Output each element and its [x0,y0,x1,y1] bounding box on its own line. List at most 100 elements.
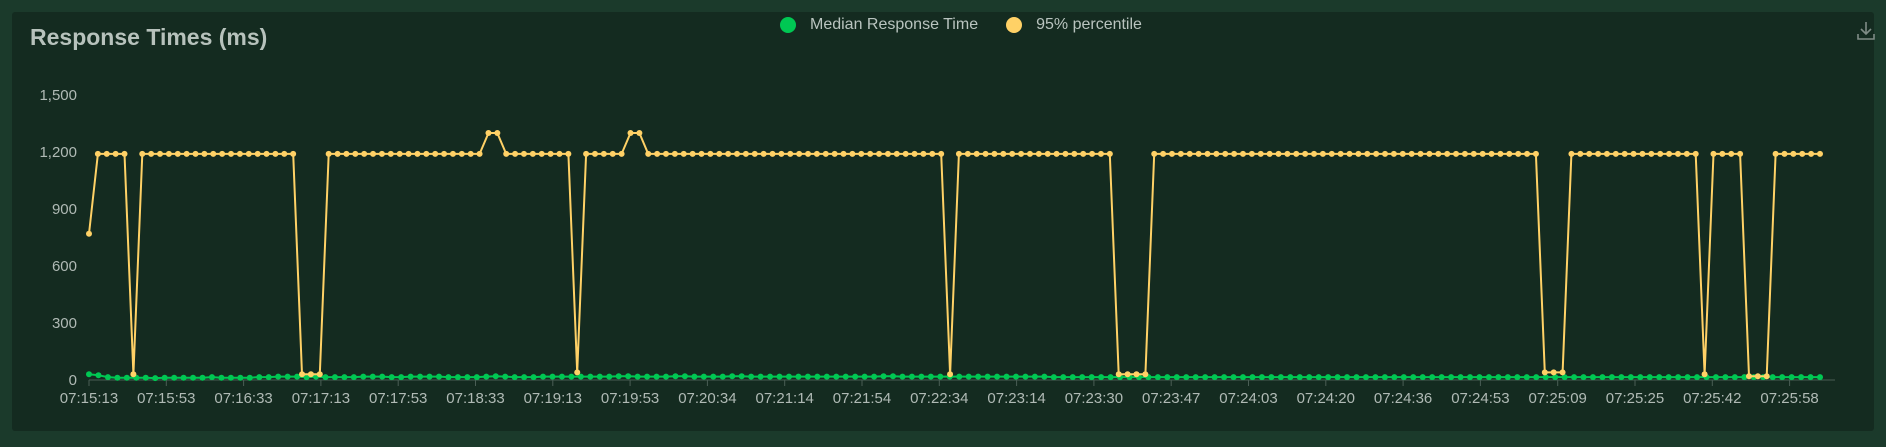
data-point-1 [556,150,563,157]
x-tick-label: 07:19:13 [524,390,582,407]
data-point-1 [725,150,732,157]
legend-item-median[interactable]: Median Response Time [780,16,978,34]
data-point-1 [192,150,199,157]
data-point-1 [1586,150,1593,157]
data-point-1 [263,150,270,157]
data-point-0 [142,374,149,381]
data-point-0 [1183,374,1190,381]
data-point-0 [1088,374,1095,381]
data-point-1 [1097,150,1104,157]
data-point-0 [1202,374,1209,381]
data-point-1 [405,150,412,157]
data-point-0 [1769,374,1776,381]
data-point-0 [1523,374,1530,381]
data-point-0 [1031,373,1038,380]
download-icon[interactable] [1856,20,1876,42]
data-point-1 [538,150,545,157]
data-point-0 [757,373,764,380]
y-tick-label: 600 [52,258,77,275]
data-point-0 [691,373,698,380]
data-point-0 [1429,374,1436,381]
data-point-1 [831,150,838,157]
data-point-0 [596,373,603,380]
data-point-0 [1788,374,1795,381]
data-point-1 [1240,150,1246,157]
data-point-1 [1595,150,1602,157]
data-point-0 [1542,374,1549,381]
data-point-0 [804,373,811,380]
x-tick-label: 07:21:54 [833,390,891,407]
data-point-0 [1060,374,1067,381]
data-point-0 [417,373,424,380]
data-point-1 [1364,150,1371,157]
data-point-1 [1106,150,1113,157]
data-point-1 [1719,150,1726,157]
data-point-0 [615,373,622,380]
data-point-0 [1296,374,1303,381]
data-point-0 [861,373,868,380]
y-tick-label: 0 [69,372,77,389]
data-point-1 [1399,150,1406,157]
data-point-0 [1221,374,1228,381]
data-point-1 [1781,150,1788,157]
data-point-1 [920,150,927,157]
x-tick-label: 07:23:47 [1142,390,1200,407]
data-point-0 [1362,374,1369,381]
data-point-1 [1204,150,1211,157]
data-point-0 [540,373,547,380]
data-point-1 [1621,150,1628,157]
data-point-1 [529,150,536,157]
data-point-1 [228,150,235,157]
data-point-0 [435,373,442,380]
data-point-1 [982,150,989,157]
data-point-0 [445,374,452,381]
data-point-1 [1683,150,1690,157]
data-point-0 [975,373,982,380]
data-point-0 [1419,374,1426,381]
data-point-1 [609,150,616,157]
data-point-1 [1506,150,1513,157]
data-point-0 [1779,374,1786,381]
data-point-1 [1035,150,1042,157]
data-point-0 [625,373,632,380]
data-point-1 [423,150,430,157]
x-tick-label: 07:24:20 [1297,390,1355,407]
y-tick-label: 900 [52,201,77,218]
data-point-1 [1009,150,1016,157]
data-point-1 [636,130,643,136]
data-point-1 [1754,373,1761,380]
data-point-0 [1438,374,1445,381]
data-point-1 [565,150,572,157]
data-point-0 [1722,374,1729,381]
data-point-0 [227,374,234,381]
data-point-1 [1674,150,1681,157]
data-point-0 [152,375,159,382]
data-point-1 [1390,150,1397,157]
data-point-0 [776,373,783,380]
data-point-1 [1790,150,1797,157]
data-point-0 [814,373,821,380]
data-point-1 [1639,150,1646,157]
data-point-1 [787,150,794,157]
data-point-0 [1268,374,1275,381]
data-point-0 [700,373,707,380]
data-point-1 [938,150,945,157]
data-point-1 [1382,150,1389,157]
x-tick-label: 07:20:34 [678,390,736,407]
data-point-1 [1745,373,1752,380]
data-point-1 [1497,150,1504,157]
data-point-0 [1618,374,1625,381]
data-point-0 [331,374,338,381]
legend-item-p95[interactable]: 95% percentile [1006,16,1142,34]
data-point-0 [123,374,130,381]
data-point-0 [587,373,594,380]
data-point-0 [994,373,1001,380]
data-point-1 [867,150,874,157]
x-tick-label: 07:23:14 [987,390,1045,407]
chart-title: Response Times (ms) [30,24,268,50]
data-point-0 [1240,374,1246,381]
x-tick-label: 07:22:34 [910,390,968,407]
data-point-1 [1692,150,1699,157]
data-point-1 [1115,371,1122,378]
data-point-1 [574,369,581,376]
